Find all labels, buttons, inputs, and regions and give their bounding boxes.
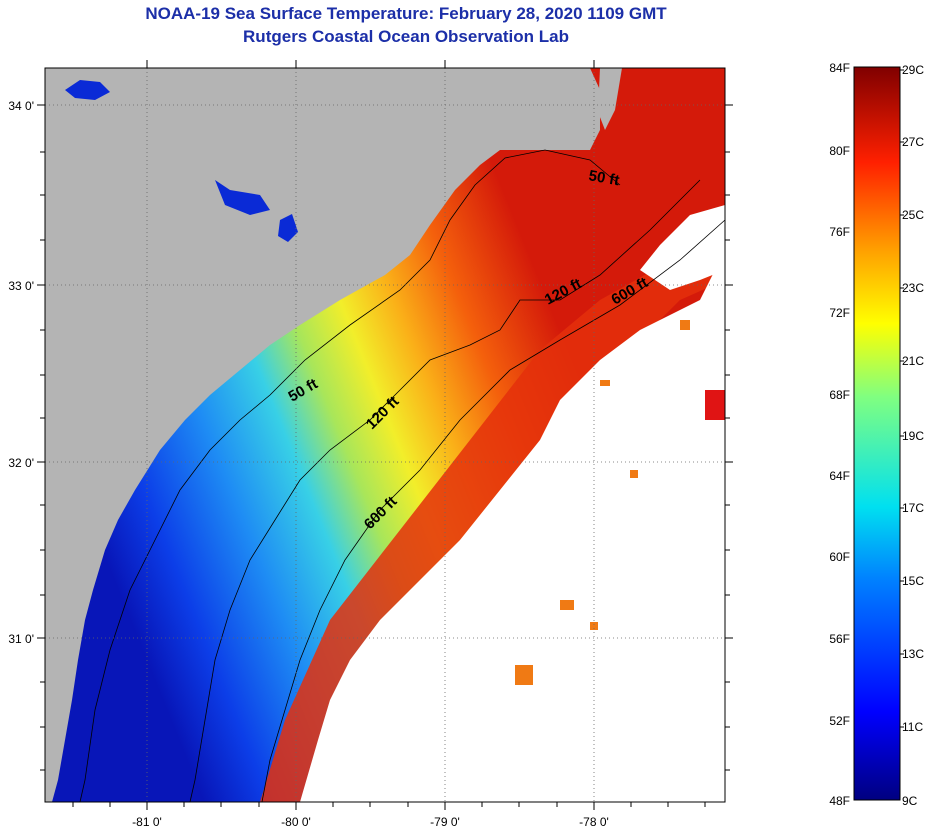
celsius-tick-label: 9C — [902, 794, 918, 808]
fahrenheit-tick-label: 52F — [829, 714, 850, 728]
map-title: NOAA-19 Sea Surface Temperature: Februar… — [145, 4, 667, 23]
celsius-tick-label: 15C — [902, 574, 924, 588]
inland-lake — [65, 80, 110, 100]
depth-contour-50ft — [79, 149, 621, 802]
celsius-tick-label: 23C — [902, 281, 924, 295]
land-mass — [45, 68, 600, 802]
depth-contour-120ft — [189, 179, 701, 802]
lat-tick-label: 31 0' — [8, 632, 34, 646]
lat-tick-label: 32 0' — [8, 456, 34, 470]
map-subtitle: Rutgers Coastal Ocean Observation Lab — [243, 27, 569, 46]
celsius-tick-label: 11C — [902, 720, 923, 734]
fahrenheit-tick-label: 72F — [829, 306, 850, 320]
inland-lake — [278, 214, 298, 242]
fahrenheit-tick-label: 80F — [829, 144, 850, 158]
fahrenheit-tick-label: 64F — [829, 469, 850, 483]
celsius-tick-label: 13C — [902, 647, 924, 661]
celsius-tick-label: 17C — [902, 501, 924, 515]
inland-lake — [215, 180, 270, 215]
celsius-tick-label: 21C — [902, 354, 924, 368]
colorbar-ticks — [900, 69, 904, 728]
sst-map: 50 ft 50 ft 120 ft 120 ft 600 ft 600 ft — [8, 60, 733, 829]
colorbar-gradient — [853, 66, 901, 801]
fahrenheit-tick-label: 84F — [829, 61, 850, 75]
lat-tick-label: 33 0' — [8, 279, 34, 293]
lon-tick-label: -80 0' — [281, 815, 311, 829]
fahrenheit-tick-label: 56F — [829, 632, 850, 646]
temperature-colorbar: 84F 80F 76F 72F 68F 64F 60F 56F 52F 48F … — [829, 61, 924, 808]
tick-marks — [37, 60, 733, 810]
depth-label: 50 ft — [587, 167, 620, 189]
cloud-mask — [300, 250, 725, 802]
map-frame — [44, 67, 726, 803]
lon-tick-label: -79 0' — [430, 815, 460, 829]
fahrenheit-tick-label: 76F — [829, 225, 850, 239]
depth-contour-600ft — [261, 219, 725, 802]
fahrenheit-tick-label: 48F — [829, 794, 850, 808]
celsius-tick-label: 27C — [902, 135, 924, 149]
fahrenheit-tick-label: 68F — [829, 388, 850, 402]
lat-tick-label: 34 0' — [8, 99, 34, 113]
celsius-tick-label: 25C — [902, 208, 924, 222]
graticule — [45, 68, 725, 802]
cape-fear-coast — [598, 68, 622, 130]
lon-tick-label: -78 0' — [579, 815, 609, 829]
celsius-tick-label: 19C — [902, 429, 924, 443]
gulf-stream-warm-band — [260, 75, 725, 802]
cloud-noise-patches — [515, 320, 725, 685]
celsius-tick-label: 29C — [902, 63, 924, 77]
fahrenheit-tick-label: 60F — [829, 550, 850, 564]
cloud-mask-north — [640, 205, 725, 290]
lon-tick-label: -81 0' — [132, 815, 162, 829]
